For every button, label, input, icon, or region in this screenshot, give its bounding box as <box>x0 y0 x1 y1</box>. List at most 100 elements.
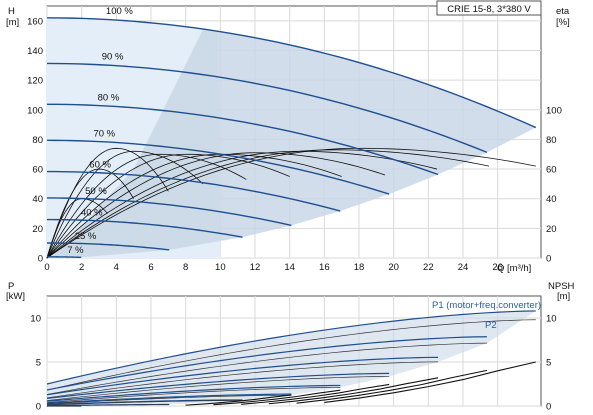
p2-power-curve <box>46 394 292 405</box>
efficiency-curve <box>46 147 169 259</box>
head-curve <box>46 62 488 153</box>
y-left-tick-label: 0 <box>38 254 43 265</box>
efficiency-curve <box>46 153 247 259</box>
head-curve <box>46 17 537 129</box>
efficiency-curves <box>46 147 536 259</box>
speed-label: 7 % <box>67 245 84 256</box>
efficiency-curve <box>46 150 204 259</box>
power-y-right-symbol: NPSH <box>548 281 575 292</box>
x-tick-label: 4 <box>114 262 119 273</box>
npsh-curves <box>185 361 536 406</box>
p2-power-curve <box>46 400 243 406</box>
efficiency-curve <box>46 153 290 259</box>
y-left-unit: [m] <box>6 17 19 28</box>
p1-power-curve <box>46 310 536 385</box>
head-x-ticks: 0 2 4 6 8 10 12 14 16 18 20 22 24 26 <box>44 262 503 273</box>
y-left-tick-label: 60 <box>32 165 43 176</box>
title-box <box>436 0 542 16</box>
head-curves <box>46 17 537 259</box>
x-tick-label: 24 <box>458 262 469 273</box>
efficiency-curve <box>46 150 438 259</box>
power-y-right-tick-label: 0 <box>546 402 551 413</box>
efficiency-curve <box>46 153 342 259</box>
p2-power-curve <box>46 376 390 401</box>
power-y-right-ticks: 0 5 10 <box>546 314 557 413</box>
head-curve <box>46 242 170 251</box>
speed-label: 100 % <box>106 6 133 17</box>
y-right-unit: [%] <box>556 17 570 28</box>
efficiency-curve <box>46 149 490 259</box>
y-left-tick-label: 140 <box>27 46 43 57</box>
power-y-right-tick-label: 5 <box>546 358 551 369</box>
y-left-tick-label: 80 <box>32 135 43 146</box>
power-y-left-unit: [kW] <box>6 291 25 302</box>
head-curve <box>46 103 439 176</box>
efficiency-curve <box>46 147 536 259</box>
speed-label: 40 % <box>81 208 103 219</box>
y-right-tick-label: 100 <box>546 105 562 116</box>
y-right-symbol: eta <box>556 6 570 17</box>
x-tick-label: 6 <box>148 262 153 273</box>
y-right-tick-label: 40 <box>546 194 557 205</box>
speed-label: 80 % <box>98 92 120 103</box>
speed-labels: 100 % 90 % 80 % 70 % 60 % 50 % 40 % 25 % 7 % <box>67 6 133 256</box>
x-axis-label: Q [m³/h] <box>497 263 531 274</box>
speed-label: 50 % <box>85 186 107 197</box>
head-y-right-ticks: 0 20 40 60 80 100 <box>546 105 562 264</box>
y-left-tick-label: 120 <box>27 76 43 87</box>
p1-power-curve <box>46 336 487 391</box>
head-curve <box>46 170 341 212</box>
speed-label: 60 % <box>89 160 111 171</box>
p1-power-curve <box>46 356 439 396</box>
npsh-curve <box>185 394 292 406</box>
power-y-left-ticks: 0 5 10 <box>30 314 41 413</box>
npsh-curve <box>324 361 536 404</box>
head-curve <box>46 218 243 238</box>
x-tick-label: 14 <box>284 262 295 273</box>
p2-power-curve <box>46 387 341 403</box>
power-y-left-tick-label: 10 <box>30 314 41 325</box>
y-left-tick-label: 100 <box>27 105 43 116</box>
p2-power-curve <box>46 361 439 399</box>
y-left-tick-label: 20 <box>32 224 43 235</box>
power-y-left-tick-label: 5 <box>36 358 41 369</box>
p2-series-label: P2 <box>485 320 497 331</box>
y-left-tick-label: 40 <box>32 194 43 205</box>
power-region <box>47 310 536 406</box>
y-right-tick-label: 20 <box>546 224 557 235</box>
npsh-curve <box>213 389 341 406</box>
head-y-left-ticks: 0 20 40 60 80 100 120 140 160 <box>27 16 43 264</box>
head-curve <box>46 256 82 259</box>
x-tick-label: 2 <box>79 262 84 273</box>
speed-label: 90 % <box>102 51 124 62</box>
p1-power-curve <box>46 393 292 404</box>
x-tick-label: 8 <box>183 262 188 273</box>
x-tick-label: 22 <box>423 262 434 273</box>
x-tick-label: 18 <box>354 262 365 273</box>
efficiency-curve <box>46 168 135 259</box>
npsh-curve <box>241 383 390 405</box>
power-y-left-tick-label: 0 <box>36 402 41 413</box>
x-tick-label: 26 <box>492 262 503 273</box>
p1-power-curve <box>46 384 341 402</box>
y-left-tick-label: 160 <box>27 16 43 27</box>
power-region-fill <box>47 310 536 406</box>
p2-power-curve <box>46 319 536 391</box>
operating-region-fill <box>47 17 536 258</box>
y-right-tick-label: 0 <box>546 254 551 265</box>
x-tick-label: 10 <box>215 262 226 273</box>
power-y-right-unit: [m] <box>557 291 570 302</box>
speed-label: 70 % <box>93 128 115 139</box>
p1-power-curve <box>46 399 243 406</box>
y-right-tick-label: 80 <box>546 135 557 146</box>
power-npsh-panel: 0 5 10 0 5 10 P [kW] NPSH [m] P1 (motor+freq… <box>6 281 575 413</box>
power-y-right-tick-label: 10 <box>546 314 557 325</box>
p2-power-curve <box>46 342 487 395</box>
p1-power-curve <box>46 372 390 400</box>
head-curve <box>46 197 292 227</box>
chart-title: CRIE 15-8, 3*380 V <box>447 4 531 15</box>
x-tick-label: 16 <box>319 262 330 273</box>
y-left-symbol: H <box>8 6 15 17</box>
